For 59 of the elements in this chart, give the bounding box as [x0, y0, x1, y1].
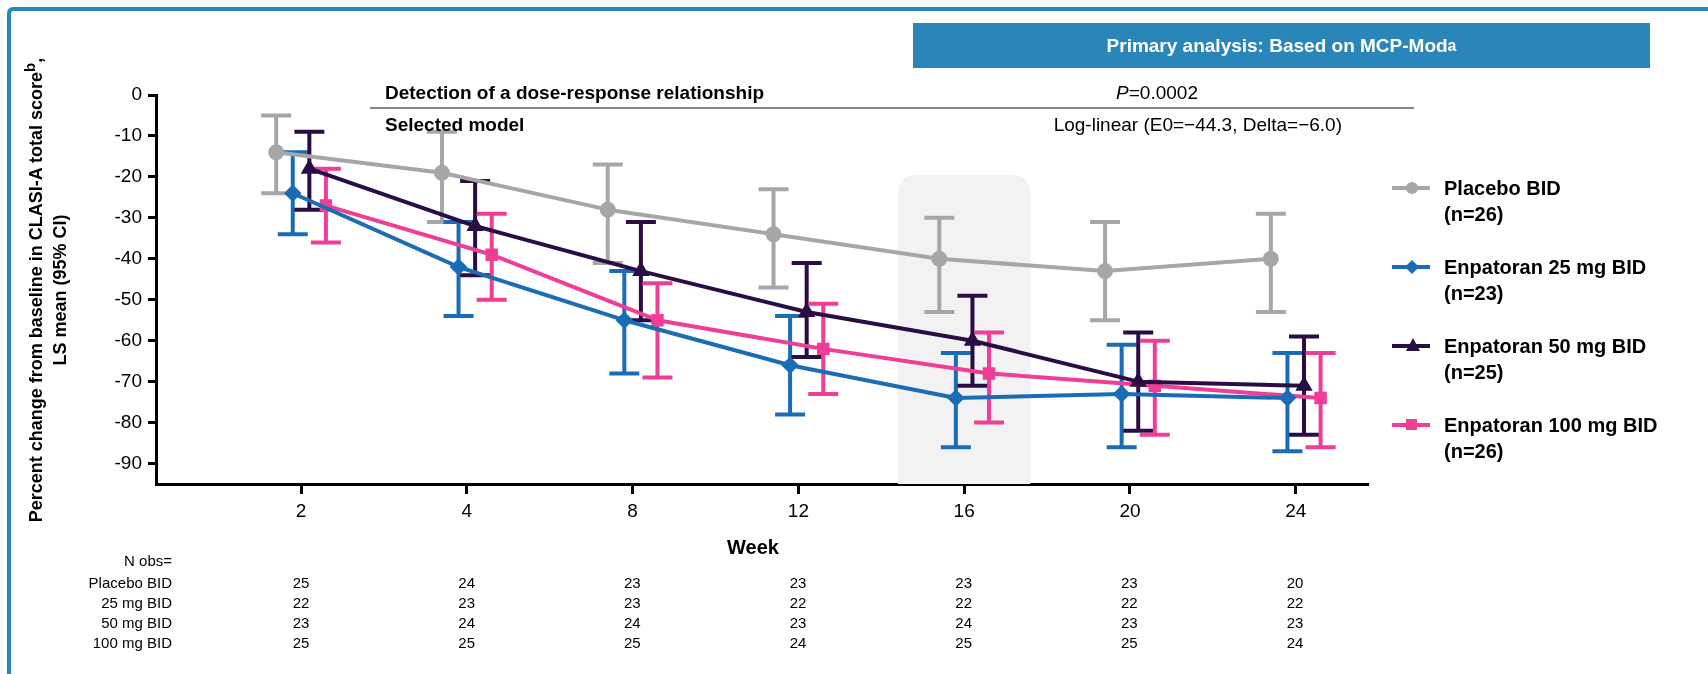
text: 22 [1286, 594, 1304, 611]
text: 25 [458, 634, 475, 651]
text: 100 mg BID [92, 634, 172, 651]
y-tick-label: -80 [114, 410, 142, 432]
text: 25 [292, 574, 310, 591]
text: 22 [789, 594, 807, 611]
y-tick-label: -50 [114, 287, 142, 309]
text: 25 [292, 634, 310, 651]
text: 23 [1286, 614, 1304, 631]
text: 23 [789, 614, 807, 631]
text: 23 [623, 574, 641, 591]
text: 23 [955, 574, 972, 591]
x-tick-label: 24 [1285, 499, 1307, 521]
text: 24 [458, 574, 475, 591]
y-tick-label: -10 [114, 124, 142, 146]
text: 23 [458, 594, 475, 611]
text: 25 [623, 634, 641, 651]
text: 20 [1286, 574, 1304, 591]
text: 23 [1120, 614, 1138, 631]
text: 24 [458, 614, 475, 631]
annotation: Log-linear (E0=−44.3, Delta=−6.0) [1052, 113, 1343, 136]
y-tick-label: -70 [114, 369, 142, 391]
text: 23 [292, 614, 310, 631]
annotation: Selected model [384, 113, 526, 136]
y-tick-label: -90 [114, 451, 142, 473]
x-tick-label: 12 [787, 499, 809, 521]
legend-label: Placebo BID (n=26) [1444, 176, 1561, 227]
x-tick-label: 16 [953, 499, 975, 521]
text: 24 [623, 614, 641, 631]
text: 24 [789, 634, 807, 651]
y-tick-label: -30 [114, 206, 142, 228]
text: 22 [1120, 594, 1138, 611]
x-tick-label: 2 [295, 499, 307, 521]
y-tick-label: -40 [114, 247, 142, 269]
text: 23 [1120, 574, 1138, 591]
legend-label: Enpatoran 50 mg BID (n=25) [1444, 334, 1647, 385]
y-tick-label: -20 [114, 165, 142, 187]
text: Placebo BID [88, 574, 172, 591]
text: 24 [955, 614, 972, 631]
x-tick-label: 4 [461, 499, 473, 521]
annotation: Detection of a dose-response relationship [370, 80, 1042, 108]
text: 22 [955, 594, 972, 611]
text: 23 [789, 574, 807, 591]
x-tick-label: 20 [1119, 499, 1141, 521]
text: N obs= [124, 552, 172, 569]
text: 25 mg BID [101, 594, 172, 611]
legend-label: Enpatoran 25 mg BID (n=23) [1444, 255, 1647, 306]
x-axis-title: Week [727, 536, 779, 559]
text: 24 [1286, 634, 1304, 651]
y-tick-label: 0 [131, 83, 142, 105]
legend-label: Enpatoran 100 mg BID (n=26) [1444, 413, 1658, 464]
text: 25 [1120, 634, 1138, 651]
text: 50 mg BID [101, 614, 172, 631]
text: 25 [955, 634, 972, 651]
x-tick-label: 8 [627, 499, 638, 521]
annotation: P=0.0002 [1042, 80, 1414, 108]
text: 23 [623, 594, 641, 611]
y-tick-label: -60 [114, 328, 142, 350]
text: 22 [292, 594, 310, 611]
